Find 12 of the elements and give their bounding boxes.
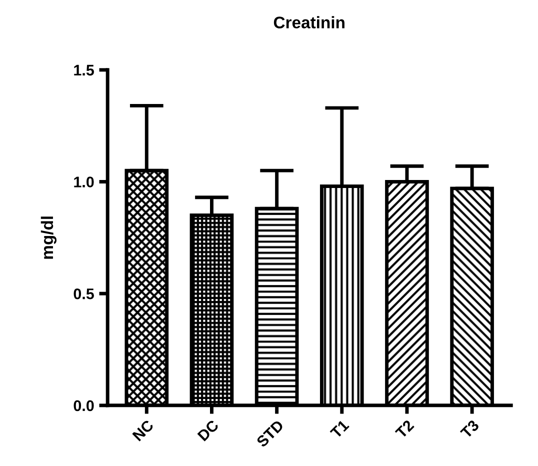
y-tick-label: 0.5	[74, 288, 94, 300]
x-tick-label: T3	[460, 419, 480, 440]
x-tick-label: T2	[394, 419, 414, 439]
y-tick-label: 0.0	[74, 400, 94, 412]
chart-title: Creatinin	[274, 16, 344, 28]
y-tick-label: 1.5	[74, 64, 94, 76]
x-tick-label: DC	[197, 419, 220, 442]
y-tick-label: 1.0	[74, 176, 94, 188]
x-tick-label: STD	[256, 419, 284, 448]
y-axis-title: mg/dl	[40, 216, 57, 259]
x-tick-label: T1	[330, 419, 350, 439]
x-tick-label: NC	[132, 419, 154, 442]
